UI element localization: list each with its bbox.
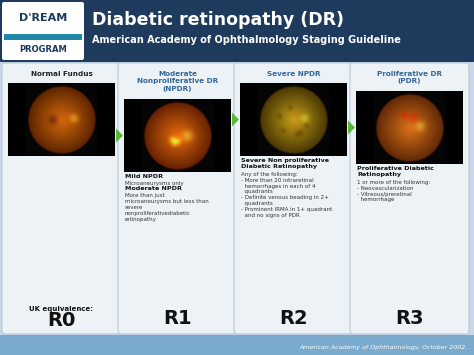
FancyBboxPatch shape: [118, 63, 237, 334]
FancyBboxPatch shape: [2, 2, 84, 60]
Text: Severe Non proliferative
Diabetic Retinopathy: Severe Non proliferative Diabetic Retino…: [241, 158, 329, 169]
Bar: [0, 335, 474, 355]
Text: R3: R3: [395, 310, 424, 328]
Text: Microaneurysms only: Microaneurysms only: [125, 181, 183, 186]
Text: More than just
microaneurysms but less than
severe
nonproliferativediabetic
reti: More than just microaneurysms but less t…: [125, 193, 209, 222]
Bar: [356, 91, 463, 164]
Text: R0: R0: [47, 311, 76, 331]
Text: Any of the following:
- More than 20 intraretinal
  hemorrhages in each of 4
  q: Any of the following: - More than 20 int…: [241, 172, 332, 218]
Bar: [124, 99, 231, 172]
Text: Normal Fundus: Normal Fundus: [30, 71, 92, 77]
Text: American Academy of Ophthalmology, October 2002.: American Academy of Ophthalmology, Octob…: [300, 344, 468, 350]
Text: Diabetic retinopathy (DR): Diabetic retinopathy (DR): [92, 11, 344, 29]
Bar: [0, 0, 474, 62]
FancyBboxPatch shape: [350, 63, 469, 334]
FancyArrow shape: [348, 120, 355, 135]
Bar: [8, 83, 115, 156]
Text: Severe NPDR: Severe NPDR: [267, 71, 320, 77]
Text: Moderate NPDR: Moderate NPDR: [125, 186, 182, 191]
Bar: [240, 83, 347, 156]
Text: PROGRAM: PROGRAM: [19, 44, 67, 54]
Text: Proliferative Diabetic
Retinopathy: Proliferative Diabetic Retinopathy: [357, 166, 434, 177]
Polygon shape: [4, 34, 82, 40]
FancyBboxPatch shape: [234, 63, 353, 334]
Text: 1 or more of the following:
- Neovascularization
- Vitreous/preretinal
  hemorrh: 1 or more of the following: - Neovascula…: [357, 180, 430, 202]
Text: UK equivalence:: UK equivalence:: [29, 306, 93, 312]
FancyBboxPatch shape: [2, 63, 121, 334]
FancyArrow shape: [232, 113, 239, 126]
Text: R2: R2: [279, 310, 308, 328]
Text: R1: R1: [163, 310, 192, 328]
Text: Moderate
Nonproliferative DR
(NPDR): Moderate Nonproliferative DR (NPDR): [137, 71, 218, 92]
Text: Proliferative DR
(PDR): Proliferative DR (PDR): [377, 71, 442, 84]
Text: Mild NPDR: Mild NPDR: [125, 174, 163, 179]
Bar: [2, 64, 472, 333]
FancyArrow shape: [116, 129, 123, 142]
Text: D'REAM: D'REAM: [19, 13, 67, 23]
Text: American Academy of Ophthalmology Staging Guideline: American Academy of Ophthalmology Stagin…: [92, 35, 401, 45]
